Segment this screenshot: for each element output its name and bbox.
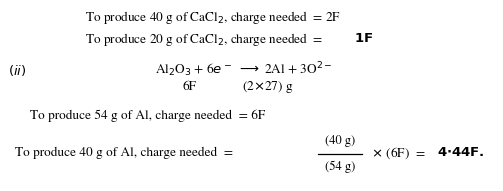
- Text: $(ii)$: $(ii)$: [8, 62, 27, 78]
- Text: $\mathbf{1F}$: $\mathbf{1F}$: [354, 32, 373, 45]
- Text: (2$\times$27) g: (2$\times$27) g: [242, 79, 293, 95]
- Text: To produce 40 g of CaCl$_2$, charge needed  = 2F: To produce 40 g of CaCl$_2$, charge need…: [85, 9, 341, 26]
- Text: To produce 40 g of Al, charge needed  =: To produce 40 g of Al, charge needed =: [15, 147, 233, 159]
- Text: 6F: 6F: [183, 81, 197, 93]
- Text: To produce 20 g of CaCl$_2$, charge needed  =: To produce 20 g of CaCl$_2$, charge need…: [85, 31, 324, 48]
- Text: $\times$ (6F)  =: $\times$ (6F) =: [368, 145, 426, 161]
- Text: $\mathbf{4{\cdot}44F.}$: $\mathbf{4{\cdot}44F.}$: [437, 146, 484, 159]
- Text: (54 g): (54 g): [325, 161, 355, 173]
- Text: Al$_2$O$_3$ + 6$e^-$ $\longrightarrow$ 2Al + 3O$^{2-}$: Al$_2$O$_3$ + 6$e^-$ $\longrightarrow$ 2…: [155, 61, 332, 79]
- Text: (40 g): (40 g): [325, 135, 355, 147]
- Text: To produce 54 g of Al, charge needed  = 6F: To produce 54 g of Al, charge needed = 6…: [30, 110, 265, 122]
